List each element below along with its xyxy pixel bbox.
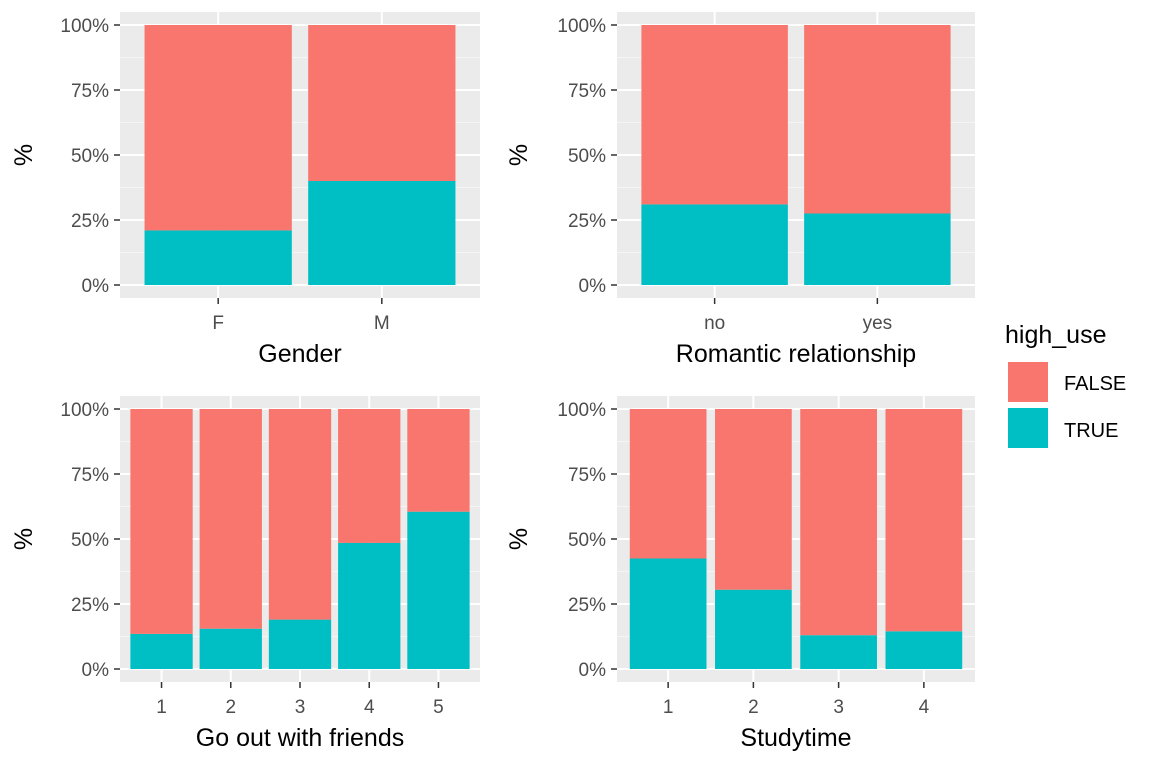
x-axis-title: Romantic relationship <box>676 340 916 368</box>
y-tick-label: 50% <box>71 530 109 551</box>
bar-false-1 <box>130 409 193 634</box>
bar-false-4 <box>885 409 963 632</box>
bar-true-2 <box>199 628 262 669</box>
bar-false-F <box>144 25 292 231</box>
y-tick-label: 100% <box>60 16 109 37</box>
y-tick-label: 25% <box>71 595 109 616</box>
bar-true-2 <box>715 589 792 669</box>
y-tick-label: 0% <box>579 276 607 297</box>
x-tick-label: F <box>212 313 224 334</box>
legend-key-false <box>1008 362 1048 402</box>
bar-true-3 <box>800 635 877 669</box>
bar-true-4 <box>885 631 963 669</box>
y-tick-label: 0% <box>82 660 110 681</box>
legend-label-false: FALSE <box>1064 373 1126 395</box>
bar-false-2 <box>715 409 792 590</box>
bar-true-1 <box>130 633 193 669</box>
bar-false-5 <box>407 409 470 512</box>
y-tick-label: 100% <box>557 400 606 421</box>
chart-panels: 0%25%50%75%100%F MGender%0%25%50%75%100%n… <box>10 12 975 752</box>
y-tick-label: 100% <box>60 400 109 421</box>
bar-false-M <box>308 25 456 181</box>
bar-true-no <box>641 204 788 285</box>
bar-false-2 <box>199 409 262 629</box>
bar-true-F <box>144 230 292 285</box>
bar-true-3 <box>268 619 332 669</box>
y-tick-label: 75% <box>568 81 606 102</box>
y-axis-title: % <box>10 528 38 550</box>
x-tick-label: 2 <box>225 697 236 718</box>
y-tick-label: 75% <box>568 465 606 486</box>
y-tick-label: 25% <box>568 595 606 616</box>
chart-panel-2: 0% 25% 50% 75% 100% no yes Romantic relationshi… <box>505 12 975 368</box>
y-tick-label: 100% <box>557 16 606 37</box>
y-tick-label: 75% <box>71 465 109 486</box>
legend: high_use FALSE TRUE <box>1005 321 1126 448</box>
x-tick-label: M <box>374 313 390 334</box>
x-tick-label: no <box>704 313 725 334</box>
bar-false-no <box>641 25 788 205</box>
y-tick-label: 25% <box>71 211 109 232</box>
y-tick-label: 50% <box>568 146 606 167</box>
bar-false-3 <box>800 409 877 636</box>
y-axis-title: % <box>505 144 533 166</box>
x-axis-title: Studytime <box>740 724 851 752</box>
x-tick-label: 2 <box>748 697 759 718</box>
x-axis-title: Gender <box>258 340 341 368</box>
y-tick-label: 50% <box>71 146 109 167</box>
bar-true-1 <box>629 558 707 669</box>
x-tick-label: 3 <box>295 697 306 718</box>
x-tick-label: 1 <box>156 697 167 718</box>
y-tick-label: 0% <box>579 660 607 681</box>
y-axis-title: % <box>10 144 38 166</box>
y-tick-label: 50% <box>568 530 606 551</box>
bar-true-yes <box>804 213 951 285</box>
x-tick-label: 4 <box>919 697 930 718</box>
chart-panel-1: 0% 25% 50% 75% 100% F M Gender% <box>10 12 480 368</box>
x-tick-label: 3 <box>833 697 844 718</box>
bar-true-M <box>308 181 456 285</box>
bar-false-3 <box>268 409 332 620</box>
bar-false-1 <box>629 409 707 559</box>
x-axis-title: Go out with friends <box>196 724 404 752</box>
bar-true-5 <box>407 511 470 669</box>
y-axis-title: % <box>505 528 533 550</box>
chart-panel-3: 0% 25% 50% 75% 100% 1 2 3 4 5 Go out with friends% <box>10 396 480 752</box>
y-tick-label: 0% <box>82 276 110 297</box>
x-tick-label: 4 <box>364 697 375 718</box>
legend-label-true: TRUE <box>1064 420 1118 442</box>
y-tick-label: 25% <box>568 211 606 232</box>
chart-panel-4: 0% 25% 50% 75% 100% 1 2 3 4 Studytime% <box>505 396 975 752</box>
bar-false-4 <box>338 409 401 543</box>
bar-true-4 <box>338 542 401 669</box>
legend-title: high_use <box>1005 321 1106 349</box>
x-tick-label: yes <box>863 313 893 334</box>
legend-key-true <box>1008 408 1048 448</box>
y-tick-label: 75% <box>71 81 109 102</box>
x-tick-label: 1 <box>663 697 674 718</box>
bar-false-yes <box>804 25 951 214</box>
x-tick-label: 5 <box>433 697 444 718</box>
